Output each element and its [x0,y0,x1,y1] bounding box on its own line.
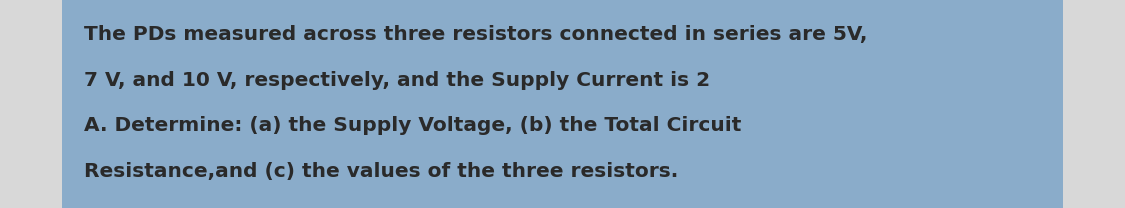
Text: The PDs measured across three resistors connected in series are 5V,: The PDs measured across three resistors … [84,25,867,44]
Text: 7 V, and 10 V, respectively, and the Supply Current is 2: 7 V, and 10 V, respectively, and the Sup… [84,71,711,90]
Text: Resistance,and (c) the values of the three resistors.: Resistance,and (c) the values of the thr… [84,162,678,181]
FancyBboxPatch shape [62,0,1063,208]
Text: A. Determine: (a) the Supply Voltage, (b) the Total Circuit: A. Determine: (a) the Supply Voltage, (b… [84,116,741,135]
